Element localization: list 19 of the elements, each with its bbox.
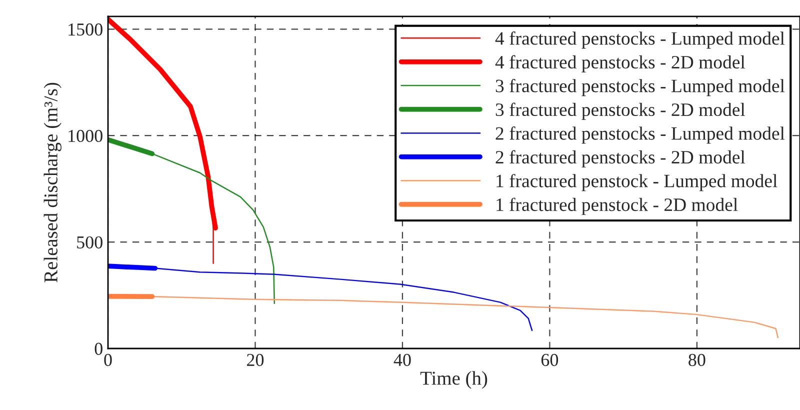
legend-label: 1 fractured penstock - Lumped model (496, 174, 778, 192)
y-tick-label: 1500 (68, 23, 102, 36)
legend-label: 4 fractured penstocks - 2D model (495, 55, 746, 72)
legend-label: 2 fractured penstocks - 2D model (496, 150, 746, 168)
x-tick-label: 60 (541, 354, 558, 366)
y-tick-label: 0 (94, 342, 102, 355)
y-axis-title: Released discharge (m³/s) (44, 82, 62, 282)
legend-label: 4 fractured penstocks - Lumped model (495, 31, 785, 49)
x-axis-title: Time (h) (420, 371, 488, 389)
x-tick-label: 80 (688, 354, 706, 366)
x-tick-label: 0 (104, 354, 112, 366)
legend-label: 2 fractured penstocks - Lumped model (496, 126, 785, 144)
x-tick-label: 40 (394, 354, 411, 366)
legend-label: 3 fractured penstocks - Lumped model (496, 78, 785, 96)
legend-label: 3 fractured penstocks - 2D model (496, 102, 746, 120)
x-tick-label: 20 (247, 354, 264, 366)
y-tick-label: 1000 (68, 130, 102, 142)
y-tick-label: 500 (77, 236, 102, 248)
legend-label: 1 fractured penstock - 2D model (496, 198, 738, 215)
